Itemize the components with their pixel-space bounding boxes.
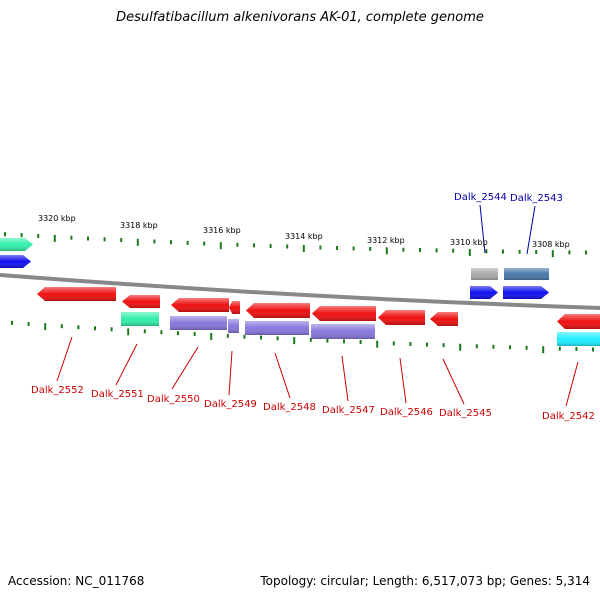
gene-block-blue-left-shading [0, 255, 31, 268]
label-leader-lines [56, 204, 579, 407]
scale-label-kbp-3310: 3310 kbp [450, 238, 488, 247]
leader-line-dalk-2547 [341, 355, 349, 402]
gene-label-dalk-2548: Dalk_2548 [263, 402, 316, 413]
leader-line-dalk-2552 [56, 336, 73, 382]
outer-tick-marks [4, 232, 587, 258]
gene-arrow-dalk-2542-shading [557, 314, 600, 329]
gene-label-dalk-2547: Dalk_2547 [322, 405, 375, 416]
gene-label-dalk-2542: Dalk_2542 [542, 411, 595, 422]
gene-label-dalk-2549: Dalk_2549 [204, 399, 257, 410]
gene-block-dalk-2542-shading [557, 332, 600, 346]
genome-backbone [0, 273, 600, 310]
scale-label-kbp-3316: 3316 kbp [203, 226, 241, 235]
scale-label-kbp-3318: 3318 kbp [120, 221, 158, 230]
leader-line-dalk-2545 [442, 358, 465, 405]
gene-track [0, 238, 600, 346]
gene-block-dalk-2543-shading [504, 268, 549, 280]
gene-arrow-dalk-2550-red-shading [171, 298, 229, 312]
gene-block-dalk-2550-shading [170, 316, 227, 330]
gene-label-dalk-2545: Dalk_2545 [439, 408, 492, 419]
gene-label-dalk-2543: Dalk_2543 [510, 193, 563, 204]
scale-labels: 3320 kbp 3318 kbp 3316 kbp 3314 kbp 3312 kbp… [38, 214, 570, 249]
map-title: Desulfatibacillum alkenivorans AK-01, co… [116, 10, 484, 25]
gene-label-dalk-2552: Dalk_2552 [31, 385, 84, 396]
gene-arrow-dalk-2551-red-shading [122, 295, 160, 308]
gene-arrow-dalk-2547-shading [312, 306, 376, 321]
gene-labels: Dalk_2552 Dalk_2551 Dalk_2550 Dalk_2549 Dalk… [31, 192, 595, 422]
scale-label-kbp-3320: 3320 kbp [38, 214, 76, 223]
gene-block-dalk-2551-shading [121, 312, 159, 326]
leader-line-dalk-2548 [274, 352, 291, 399]
gene-block-dalk-2547-shading [311, 324, 375, 339]
gene-block-dalk-2548-shading [245, 321, 309, 335]
gene-arrow-dalk-2552-shading [37, 287, 116, 301]
leader-line-dalk-2542 [565, 361, 579, 407]
scale-label-kbp-3314: 3314 kbp [285, 232, 323, 241]
gene-arrow-dalk-2548-shading [246, 303, 310, 318]
gene-arrow-dalk-2546-shading [378, 310, 425, 325]
leader-line-dalk-2549 [228, 350, 233, 396]
gene-arrow-dalk-2545-shading [430, 312, 458, 326]
gene-label-dalk-2546: Dalk_2546 [380, 407, 433, 418]
leader-line-dalk-2544 [479, 204, 486, 254]
gene-block-dalk-2549-shading [228, 319, 239, 333]
accession-label: Accession: NC_011768 [8, 574, 145, 588]
scale-label-kbp-3312: 3312 kbp [367, 236, 405, 245]
scale-label-kbp-3308: 3308 kbp [532, 240, 570, 249]
gene-block-teal-left-shading [0, 238, 33, 251]
gene-arrow-dalk-2543-shading [503, 286, 549, 299]
inner-tick-marks [11, 320, 594, 354]
leader-line-dalk-2543 [526, 205, 536, 255]
leader-line-dalk-2551 [115, 343, 138, 386]
gene-label-dalk-2550: Dalk_2550 [147, 394, 200, 405]
gene-block-dalk-2544-shading [471, 268, 498, 280]
gene-arrow-dalk-2549-shading [229, 301, 240, 314]
gene-label-dalk-2551: Dalk_2551 [91, 389, 144, 400]
leader-line-dalk-2550 [171, 346, 199, 390]
gene-arrow-dalk-2544-shading [470, 286, 498, 299]
gene-label-dalk-2544: Dalk_2544 [454, 192, 507, 203]
genome-summary: Topology: circular; Length: 6,517,073 bp… [260, 574, 590, 588]
leader-line-dalk-2546 [399, 357, 407, 404]
